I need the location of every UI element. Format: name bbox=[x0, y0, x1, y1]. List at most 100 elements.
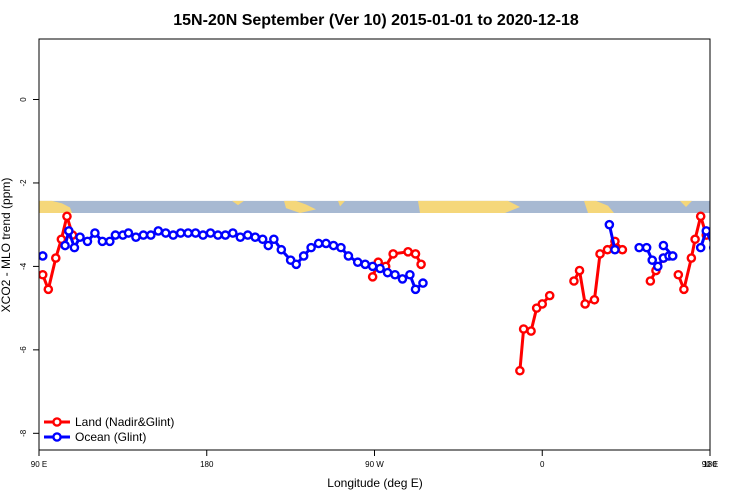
data-point bbox=[62, 211, 72, 222]
data-point bbox=[617, 244, 628, 255]
data-point bbox=[708, 244, 710, 251]
data-point bbox=[537, 299, 548, 309]
data-point bbox=[397, 274, 408, 284]
data-point bbox=[716, 234, 723, 241]
data-point bbox=[39, 269, 48, 280]
data-point bbox=[405, 269, 415, 280]
data-point bbox=[690, 234, 700, 245]
data-point bbox=[515, 365, 525, 376]
data-point bbox=[641, 242, 652, 253]
data-point bbox=[328, 240, 339, 251]
data-point bbox=[306, 242, 316, 253]
data-point bbox=[658, 240, 669, 251]
data-point bbox=[235, 232, 246, 242]
legend: Land (Nadir&Glint)Ocean (Glint) bbox=[44, 415, 174, 444]
y-tick-label: -4 bbox=[19, 262, 28, 270]
data-point bbox=[360, 259, 370, 270]
data-point bbox=[336, 242, 346, 253]
data-point bbox=[679, 284, 689, 295]
data-point bbox=[352, 257, 363, 268]
y-tick-label: -8 bbox=[19, 429, 28, 437]
data-point bbox=[738, 236, 745, 243]
y-tick-label: 0 bbox=[19, 97, 28, 102]
data-point bbox=[190, 228, 201, 238]
land-patch bbox=[284, 200, 316, 213]
legend-label: Land (Nadir&Glint) bbox=[75, 415, 174, 429]
series-line bbox=[676, 214, 708, 291]
data-point bbox=[153, 226, 164, 236]
land-patch bbox=[584, 200, 614, 213]
data-point bbox=[610, 244, 620, 255]
data-point bbox=[731, 232, 738, 239]
data-point bbox=[410, 284, 421, 295]
data-point bbox=[634, 242, 644, 253]
ocean-band bbox=[39, 200, 710, 213]
data-point bbox=[220, 230, 231, 240]
data-point bbox=[123, 228, 134, 238]
land-patch bbox=[680, 200, 692, 207]
x-tick-label: 90 W bbox=[365, 460, 384, 469]
data-point bbox=[263, 240, 274, 251]
chart-title: 15N-20N September (Ver 10) 2015-01-01 to… bbox=[173, 12, 579, 29]
data-point bbox=[228, 228, 238, 238]
data-point bbox=[746, 236, 750, 243]
data-point bbox=[69, 242, 80, 253]
data-point bbox=[645, 276, 656, 286]
data-point bbox=[544, 290, 555, 301]
data-point bbox=[276, 244, 287, 255]
data-point bbox=[175, 228, 186, 238]
y-tick-label: -2 bbox=[19, 179, 28, 187]
data-point bbox=[569, 276, 579, 286]
y-tick-label: -6 bbox=[19, 346, 28, 354]
data-point bbox=[269, 234, 279, 245]
x-tick-label: 90 E bbox=[31, 460, 47, 469]
data-point bbox=[667, 251, 678, 261]
legend-label: Ocean (Glint) bbox=[75, 430, 146, 444]
data-point bbox=[367, 272, 378, 282]
data-point bbox=[653, 261, 663, 272]
data-point bbox=[183, 228, 193, 238]
data-point bbox=[50, 253, 61, 263]
series-ocean bbox=[39, 219, 750, 295]
x-axis-label: Longitude (deg E) bbox=[327, 476, 422, 490]
data-point bbox=[723, 236, 730, 243]
data-point bbox=[595, 249, 605, 259]
data-point bbox=[205, 228, 216, 238]
data-point bbox=[82, 236, 93, 247]
series-layer bbox=[39, 211, 750, 376]
data-point bbox=[716, 236, 723, 243]
data-point bbox=[375, 263, 385, 274]
data-point bbox=[60, 240, 70, 251]
x-tick-label: 90 E bbox=[702, 460, 718, 469]
data-point bbox=[138, 230, 149, 240]
data-point bbox=[518, 324, 529, 334]
plot-frame bbox=[38, 38, 711, 451]
data-point bbox=[160, 228, 171, 238]
data-point bbox=[298, 251, 309, 261]
data-point bbox=[695, 242, 706, 253]
x-tick-label: 180 bbox=[200, 460, 214, 469]
data-point bbox=[367, 261, 378, 272]
data-point bbox=[321, 238, 331, 249]
data-point bbox=[416, 259, 426, 270]
land-patch bbox=[232, 200, 244, 206]
data-point bbox=[574, 265, 585, 276]
data-point bbox=[257, 234, 268, 245]
y-axis-label: XCO2 - MLO trend (ppm) bbox=[0, 178, 13, 313]
data-point bbox=[198, 230, 208, 240]
data-point bbox=[168, 230, 178, 240]
data-point bbox=[382, 267, 393, 278]
data-point bbox=[403, 247, 413, 257]
land-patch bbox=[418, 200, 520, 213]
legend-item-ocean: Ocean (Glint) bbox=[44, 430, 146, 444]
data-point bbox=[673, 269, 684, 280]
data-point bbox=[388, 249, 398, 259]
data-point bbox=[602, 244, 613, 255]
data-point bbox=[105, 236, 115, 247]
data-point bbox=[146, 230, 156, 240]
data-point bbox=[526, 326, 536, 336]
legend-item-land: Land (Nadir&Glint) bbox=[44, 415, 174, 429]
y-axis: 0 -2 -4 -6 -8 bbox=[19, 97, 39, 437]
